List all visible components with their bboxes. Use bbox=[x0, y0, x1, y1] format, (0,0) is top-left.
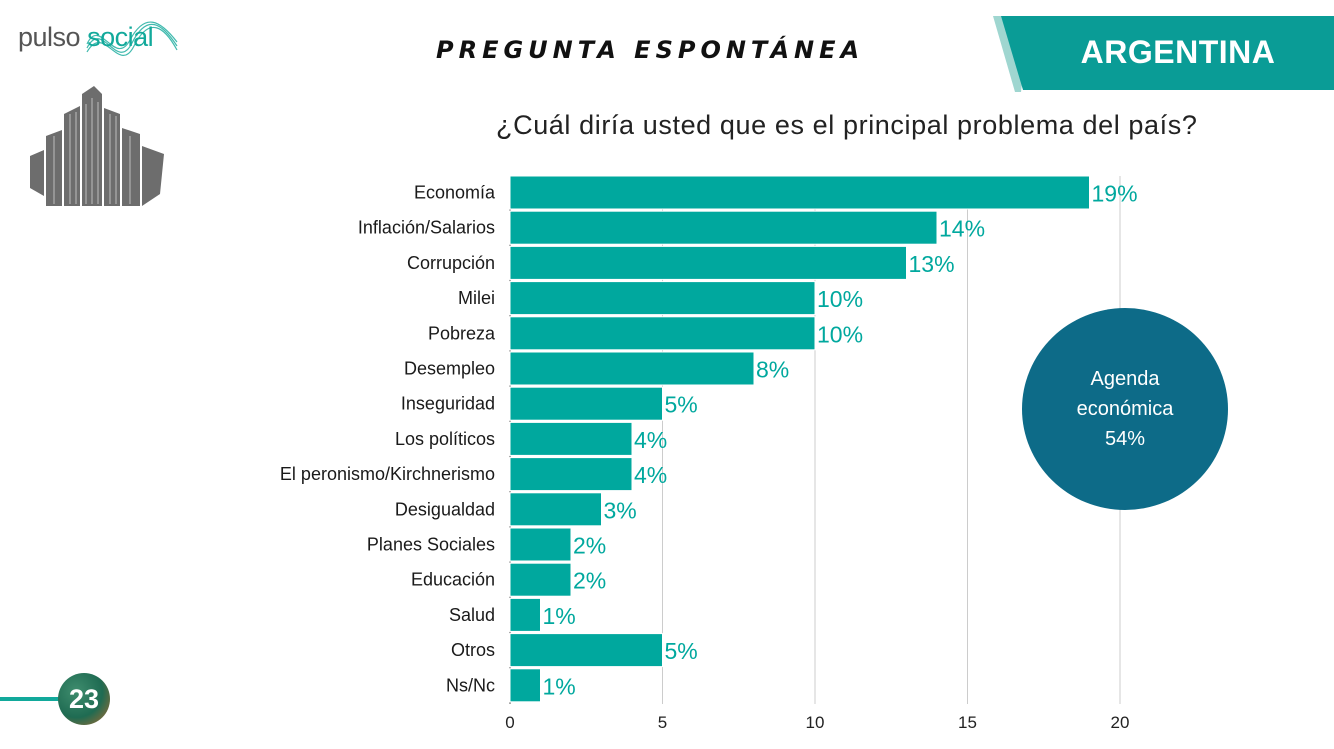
category-label: Desigualdad bbox=[395, 499, 495, 519]
value-label: 2% bbox=[573, 568, 606, 594]
bar bbox=[509, 492, 602, 527]
value-label: 1% bbox=[543, 673, 576, 699]
callout-value: 54% bbox=[1104, 428, 1146, 450]
category-label: Pobreza bbox=[428, 323, 496, 343]
x-tick-label: 0 bbox=[505, 713, 514, 732]
value-label: 5% bbox=[665, 392, 698, 418]
x-tick-label: 10 bbox=[806, 713, 825, 732]
category-label: Planes Sociales bbox=[367, 535, 495, 555]
section-title: PREGUNTA ESPONTÁNEA bbox=[436, 36, 865, 64]
category-label: Economía bbox=[414, 183, 496, 203]
country-label: ARGENTINA bbox=[1080, 34, 1276, 70]
category-label: Educación bbox=[411, 570, 495, 590]
category-label: Salud bbox=[449, 605, 495, 625]
bar bbox=[509, 175, 1090, 210]
value-label: 4% bbox=[634, 462, 667, 488]
country-banner bbox=[993, 16, 1334, 92]
bar bbox=[509, 597, 541, 632]
value-label: 4% bbox=[634, 427, 667, 453]
bar bbox=[509, 421, 633, 456]
x-tick-label: 20 bbox=[1111, 713, 1130, 732]
page-indicator-line bbox=[0, 697, 68, 701]
brand-logo-text-1: pulso bbox=[18, 22, 81, 52]
category-label: Inflación/Salarios bbox=[358, 218, 495, 238]
callout-line-1: Agenda bbox=[1090, 368, 1160, 390]
bar bbox=[509, 633, 663, 668]
value-label: 3% bbox=[604, 497, 637, 523]
bar bbox=[509, 562, 572, 597]
economic-agenda-callout: Agenda económica 54% bbox=[1022, 308, 1228, 510]
value-label: 14% bbox=[939, 216, 985, 242]
brand-logo: pulso social bbox=[18, 22, 154, 53]
category-label: El peronismo/Kirchnerismo bbox=[280, 464, 495, 484]
bar bbox=[509, 527, 572, 562]
value-label: 10% bbox=[817, 321, 863, 347]
page-number: 23 bbox=[58, 673, 110, 725]
bar bbox=[509, 351, 755, 386]
brand-logo-text-2: social bbox=[87, 22, 154, 52]
x-tick-label: 5 bbox=[658, 713, 667, 732]
survey-question: ¿Cuál diría usted que es el principal pr… bbox=[496, 110, 1198, 140]
city-buildings-icon bbox=[30, 86, 164, 206]
value-label: 8% bbox=[756, 357, 789, 383]
value-label: 5% bbox=[665, 638, 698, 664]
value-label: 10% bbox=[817, 286, 863, 312]
value-label: 1% bbox=[543, 603, 576, 629]
bar bbox=[509, 210, 938, 245]
category-label: Desempleo bbox=[404, 359, 495, 379]
bar bbox=[509, 316, 816, 351]
bar bbox=[509, 668, 541, 703]
category-label: Milei bbox=[458, 288, 495, 308]
callout-line-2: económica bbox=[1076, 398, 1174, 420]
value-label: 2% bbox=[573, 533, 606, 559]
value-label: 19% bbox=[1092, 181, 1138, 207]
bar bbox=[509, 281, 816, 316]
category-label: Otros bbox=[451, 640, 495, 660]
category-label: Corrupción bbox=[407, 253, 495, 273]
value-label: 13% bbox=[909, 251, 955, 277]
category-label: Ns/Nc bbox=[446, 675, 495, 695]
bar bbox=[509, 245, 907, 280]
category-label: Los políticos bbox=[395, 429, 495, 449]
x-tick-label: 15 bbox=[958, 713, 977, 732]
bar bbox=[509, 457, 633, 492]
category-label: Inseguridad bbox=[401, 394, 495, 414]
logo-wave-icon bbox=[86, 21, 178, 56]
bar bbox=[509, 386, 663, 421]
